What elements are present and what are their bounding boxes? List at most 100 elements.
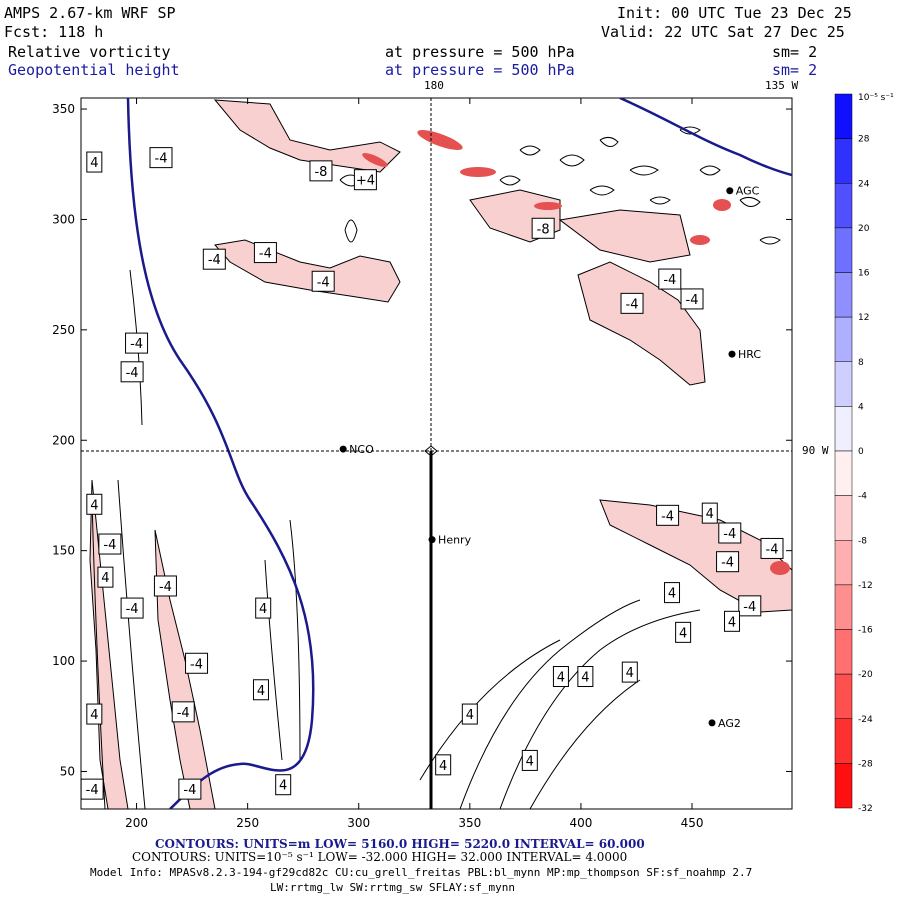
- colorbar-tick-label: 20: [858, 224, 870, 234]
- contour-label-box: [675, 621, 692, 643]
- contour-label: -8: [537, 222, 550, 237]
- small-contour-5: [679, 126, 701, 135]
- contour-label-box: [86, 493, 103, 515]
- footer-physics-info: LW:rrtmg_lw SW:rrtmg_sw SFLAY:sf_mynn: [270, 881, 515, 894]
- y-tick-label: 250: [52, 323, 75, 337]
- contour-label-box: [97, 566, 114, 588]
- contour-label: 4: [259, 602, 267, 617]
- small-contour-6: [699, 165, 721, 176]
- contour-label-box: [656, 504, 680, 526]
- colorbar-tick-label: -12: [858, 581, 873, 591]
- contour-label-box: [716, 551, 740, 573]
- valid-time: Valid: 22 UTC Sat 27 Dec 25: [601, 23, 845, 41]
- contour-label-box: [577, 666, 594, 688]
- contour-label: -4: [686, 293, 699, 308]
- colorbar-segment: [834, 629, 853, 675]
- contour-label: -4: [208, 253, 221, 268]
- y-tick-label: 50: [60, 764, 75, 778]
- colorbar-tick-label: 8: [858, 358, 864, 368]
- station-label: AG2: [718, 717, 741, 730]
- colorbar-tick-label: 0: [858, 447, 864, 457]
- contour-label: 4: [279, 779, 287, 794]
- contour-label-box: [552, 666, 569, 688]
- colorbar: 28 24 20 16 12 8 4 0 -4 -8 -12 -16 -20 -24 -28 -32: [834, 93, 873, 814]
- west-contour-4: [264, 559, 283, 761]
- station-label: Henry: [438, 534, 472, 547]
- lon-label-135w: 135 W: [765, 79, 798, 92]
- contour-label: -4: [159, 580, 172, 595]
- contour-label: -4: [259, 247, 272, 262]
- contour-label-box: [664, 582, 681, 604]
- contour-label-box: [125, 332, 149, 354]
- station-dot: [428, 536, 436, 544]
- contour-label: -4: [183, 783, 196, 798]
- footer-model-info: Model Info: MPASv8.2.3-194-gf29cd82c CU:…: [90, 866, 752, 879]
- station-label: AGC: [736, 185, 760, 198]
- contour-label-box: [311, 270, 335, 292]
- height-5160: [126, 98, 315, 809]
- y-axis: 50 100 150 200 250 300 350: [52, 102, 792, 778]
- small-contour-13: [344, 219, 358, 243]
- se-contour-3: [529, 679, 641, 809]
- colorbar-segment: [834, 138, 853, 184]
- station-dot: [339, 445, 347, 453]
- y-tick-label: 350: [52, 102, 75, 116]
- contour-label-box: [120, 597, 144, 619]
- vort-area-top-2: [558, 209, 691, 263]
- contour-label: 4: [466, 708, 474, 723]
- contour-labels: 4 -4 -8 +4 -4 -4 -4 -8 -4 -4 -4 -4 -4 4 -4 4 -4 -4 4 -4 4 -4 4…: [81, 147, 784, 800]
- se-contour-2: [459, 599, 641, 809]
- forecast-hour: Fcst: 118 h: [4, 23, 103, 41]
- x-tick-label: 350: [458, 816, 481, 830]
- colorbar-segment: [834, 540, 853, 586]
- contour-label-box: [86, 703, 103, 725]
- contour-label-box: [621, 661, 638, 683]
- y-tick-label: 300: [52, 212, 75, 226]
- colorbar-tick-label: -16: [858, 626, 873, 636]
- contour-label-box: [252, 679, 269, 701]
- vort-max-2: [460, 167, 496, 177]
- colorbar-segment: [834, 93, 853, 139]
- vort-strip-west-2: [154, 529, 216, 809]
- contour-label-box: [86, 151, 103, 173]
- contour-label: -4: [663, 273, 676, 288]
- contour-label-box: [98, 533, 122, 555]
- contour-label-box: [680, 288, 704, 310]
- contour-label: 4: [706, 507, 714, 522]
- colorbar-segment: [834, 495, 853, 541]
- contour-label: 4: [257, 684, 265, 699]
- contour-label: -4: [723, 527, 736, 542]
- contour-label-box: [185, 652, 209, 674]
- small-contour-2: [559, 154, 585, 167]
- colorbar-segment: [834, 361, 853, 407]
- contour-label: 4: [679, 626, 687, 641]
- contour-label: 4: [581, 671, 589, 686]
- contour-label: 4: [728, 615, 736, 630]
- contour-label: 4: [439, 759, 447, 774]
- colorbar-tick-label: -4: [858, 492, 867, 502]
- vort-max-1: [417, 130, 463, 150]
- field2-name: Geopotential height: [8, 61, 180, 79]
- contour-label: -4: [190, 657, 203, 672]
- colorbar-segment: [834, 406, 853, 452]
- vorticity-contours: [91, 126, 781, 809]
- field2-smooth: sm= 2: [772, 61, 817, 79]
- colorbar-segment: [834, 316, 853, 362]
- contour-label-box: [171, 701, 195, 723]
- contour-label-box: [760, 537, 784, 559]
- small-contour-3: [599, 136, 619, 147]
- contour-label-box: [153, 575, 177, 597]
- contour-label-box: [149, 147, 173, 169]
- small-contour-11: [759, 236, 781, 245]
- vort-strip-west-1: [89, 479, 129, 809]
- vort-max-6: [713, 199, 731, 211]
- colorbar-segment: [834, 450, 853, 496]
- contour-label: -4: [766, 542, 779, 557]
- colorbar-segment: [834, 673, 853, 719]
- contour-label: 4: [668, 587, 676, 602]
- contour-label-box: [120, 361, 144, 383]
- colorbar-tick-label: 12: [858, 313, 869, 323]
- station-label: HRC: [738, 348, 761, 361]
- y-tick-label: 200: [52, 433, 75, 447]
